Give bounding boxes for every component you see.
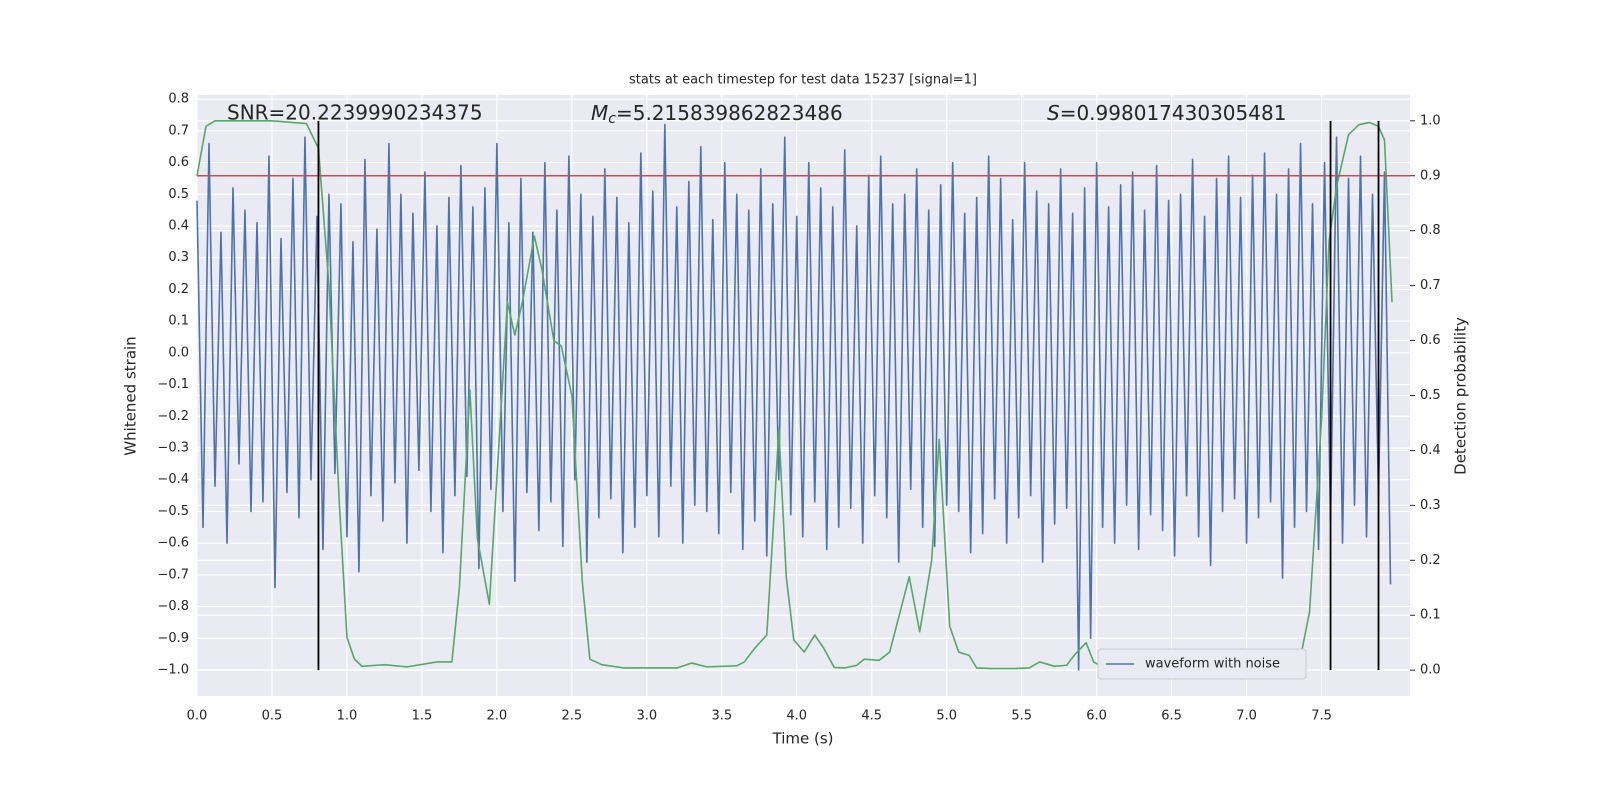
y-tick-label: −1.0: [157, 662, 189, 677]
series-line: [196, 123, 1392, 671]
y2-tick-label: 0.7: [1420, 278, 1441, 293]
legend-label: waveform with noise: [1145, 657, 1280, 672]
x-tick-label: 1.0: [337, 709, 358, 724]
y-tick-label: −0.2: [157, 409, 189, 424]
x-tick-label: 5.5: [1011, 709, 1032, 724]
legend: waveform with noise: [1097, 648, 1307, 680]
y-tick-label: 0.4: [168, 218, 189, 233]
y-tick-label: 0.5: [168, 187, 189, 202]
x-tick-label: 4.5: [861, 709, 882, 724]
y-tick-label: 0.0: [168, 345, 189, 360]
x-tick-label: 5.0: [936, 709, 957, 724]
x-tick-label: 2.0: [487, 709, 508, 724]
x-tick-label: 6.0: [1086, 709, 1107, 724]
annotation: Mc=5.215839862823486: [591, 101, 843, 128]
y2-tick-label: 0.6: [1420, 333, 1441, 348]
y-tick-label: −0.1: [157, 377, 189, 392]
x-tick-label: 3.5: [711, 709, 732, 724]
annotation-symbol: S: [1047, 101, 1060, 125]
x-axis-label: Time (s): [772, 730, 834, 748]
y-tick-label: −0.4: [157, 472, 189, 487]
y2-tick-label: 0.5: [1420, 388, 1441, 403]
annotation-value: =5.215839862823486: [616, 101, 843, 125]
x-tick-label: 0.5: [262, 709, 283, 724]
y2-tick-label: 0.9: [1420, 168, 1441, 183]
y-tick-label: −0.6: [157, 536, 189, 551]
x-tick-label: 4.0: [786, 709, 807, 724]
y2-tick-label: 0.3: [1420, 498, 1441, 513]
x-tick-label: 0.0: [187, 709, 208, 724]
y-tick-label: 0.3: [168, 250, 189, 265]
legend-box: [1097, 648, 1307, 680]
y2-tick-label: 0.2: [1420, 553, 1441, 568]
y-tick-label: −0.9: [157, 631, 189, 646]
x-tick-label: 6.5: [1161, 709, 1182, 724]
annotation-symbol: M: [591, 101, 608, 125]
y2-tick-label: 0.8: [1420, 223, 1441, 238]
annotation-value: =0.998017430305481: [1060, 101, 1287, 125]
y2-tick-label: 0.0: [1420, 663, 1441, 678]
y-tick-label: 0.8: [168, 92, 189, 107]
annotation: S=0.998017430305481: [1047, 101, 1286, 125]
annotation-subscript: c: [608, 111, 616, 127]
x-tick-label: 2.5: [562, 709, 583, 724]
y-axis-label: Whitened strain: [122, 336, 140, 455]
y-tick-label: −0.8: [157, 599, 189, 614]
y2-tick-label: 1.0: [1420, 113, 1441, 128]
y2-tick-label: 0.1: [1420, 608, 1441, 623]
y-tick-label: 0.2: [168, 282, 189, 297]
y-tick-label: −0.7: [157, 567, 189, 582]
y2-axis-label: Detection probability: [1452, 317, 1470, 475]
y-tick-label: −0.3: [157, 440, 189, 455]
x-tick-label: 7.0: [1236, 709, 1257, 724]
y2-tick-label: 0.4: [1420, 443, 1441, 458]
y-tick-label: −0.5: [157, 504, 189, 519]
annotation: SNR=20.2239990234375: [227, 101, 483, 125]
x-tick-label: 1.5: [412, 709, 433, 724]
x-tick-label: 7.5: [1311, 709, 1332, 724]
y-tick-label: 0.1: [168, 314, 189, 329]
y-tick-label: 0.7: [168, 123, 189, 138]
chart-title: stats at each timestep for test data 152…: [629, 73, 977, 88]
x-tick-label: 3.0: [636, 709, 657, 724]
y-tick-label: 0.6: [168, 155, 189, 170]
